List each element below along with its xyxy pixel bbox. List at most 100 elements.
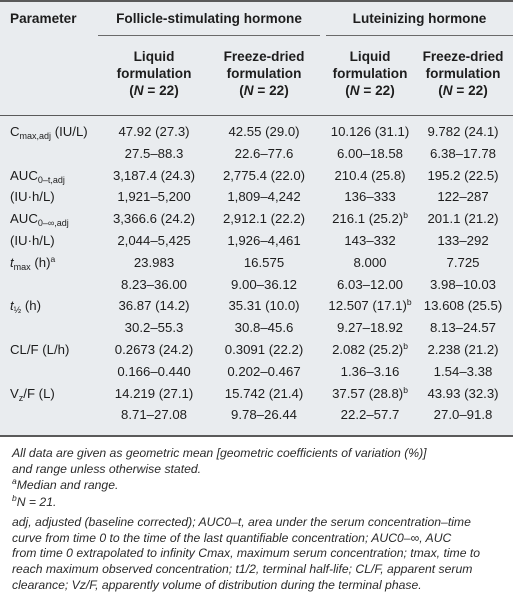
col-lh-liquid-header: Liquid formulation (N = 22) bbox=[320, 48, 420, 99]
cell-lh-fd: 133–292 bbox=[437, 233, 489, 248]
cell-fsh-liquid: 47.92 (27.3) bbox=[118, 124, 190, 139]
cell-fsh-fd: 1,926–4,461 bbox=[227, 233, 301, 248]
cell-fsh-liquid: 0.166–0.440 bbox=[117, 364, 191, 379]
cell-fsh-liquid: 23.983 bbox=[133, 255, 175, 270]
header-lh-group: Luteinizing hormone bbox=[352, 11, 487, 26]
header-fsh-group: Follicle-stimulating hormone bbox=[116, 11, 302, 26]
cell-lh-fd: 13.608 (25.5) bbox=[423, 298, 503, 313]
col-lh-liquid-label-2: formulation bbox=[332, 66, 408, 81]
cell-fsh-liquid: 3,366.6 (24.2) bbox=[112, 211, 196, 226]
cell-lh-liquid: 37.57 (28.8)b bbox=[332, 385, 408, 401]
cell-lh-liquid: 1.36–3.16 bbox=[340, 364, 400, 379]
cell-lh-fd: 8.13–24.57 bbox=[429, 320, 496, 335]
footnote-abbrev: adj, adjusted (baseline corrected); AUC0… bbox=[12, 514, 471, 529]
cell-lh-liquid: 216.1 (25.2)b bbox=[332, 210, 408, 226]
footnote-abbrev-3: from time 0 extrapolated to infinity Cma… bbox=[12, 546, 481, 561]
cell-lh-liquid: 10.126 (31.1) bbox=[330, 124, 410, 139]
cell-fsh-liquid: 0.2673 (24.2) bbox=[114, 342, 194, 357]
cell-fsh-liquid: 2,044–5,425 bbox=[117, 233, 191, 248]
cell-fsh-fd: 35.31 (10.0) bbox=[228, 298, 300, 313]
cell-lh-liquid: 2.082 (25.2)b bbox=[332, 341, 408, 357]
cell-fsh-fd: 9.78–26.44 bbox=[230, 407, 297, 422]
cell-fsh-liquid: 36.87 (14.2) bbox=[118, 298, 190, 313]
footnote-general: All data are given as geometric mean [ge… bbox=[12, 446, 427, 460]
bottom-rule bbox=[0, 435, 513, 437]
col-fsh-fd-n: (N = 22) bbox=[239, 83, 289, 98]
row-parameter: (IU·h/L) bbox=[10, 189, 55, 204]
cell-fsh-liquid: 3,187.4 (24.3) bbox=[112, 168, 196, 183]
row-parameter: Cmax,adj (IU/L) bbox=[10, 124, 88, 141]
fsh-group-rule bbox=[98, 35, 320, 36]
cell-lh-fd: 27.0–91.8 bbox=[433, 407, 493, 422]
cell-lh-fd: 3.98–10.03 bbox=[429, 277, 496, 292]
row-parameter: AUC0–t,adj bbox=[10, 168, 65, 185]
table-footnotes: All data are given as geometric mean [ge… bbox=[0, 446, 513, 594]
col-lh-fd-label: Freeze-dried bbox=[422, 49, 504, 64]
cell-lh-liquid: 9.27–18.92 bbox=[336, 320, 403, 335]
footnote-abbrev-2: curve from time 0 to the time of the las… bbox=[12, 530, 452, 545]
col-fsh-fd-header: Freeze-dried formulation (N = 22) bbox=[208, 48, 320, 99]
cell-fsh-fd: 2,912.1 (22.2) bbox=[222, 211, 306, 226]
cell-fsh-fd: 1,809–4,242 bbox=[227, 189, 301, 204]
footnote-general-2: and range unless otherwise stated. bbox=[12, 461, 202, 476]
col-lh-fd-label-2: formulation bbox=[425, 66, 501, 81]
cell-lh-fd: 7.725 bbox=[446, 255, 480, 270]
cell-fsh-liquid: 8.23–36.00 bbox=[120, 277, 187, 292]
col-lh-fd-n: (N = 22) bbox=[438, 83, 488, 98]
cell-lh-liquid: 6.00–18.58 bbox=[336, 146, 403, 161]
cell-fsh-fd: 42.55 (29.0) bbox=[228, 124, 300, 139]
lh-group-rule bbox=[326, 35, 513, 36]
row-parameter: t½ (h) bbox=[10, 298, 41, 315]
row-parameter: CL/F (L/h) bbox=[10, 342, 70, 357]
row-parameter: AUC0–∞,adj bbox=[10, 211, 69, 228]
cell-lh-liquid: 22.2–57.7 bbox=[340, 407, 400, 422]
cell-lh-liquid: 6.03–12.00 bbox=[336, 277, 403, 292]
cell-fsh-fd: 2,775.4 (22.0) bbox=[222, 168, 306, 183]
cell-fsh-fd: 30.8–45.6 bbox=[234, 320, 294, 335]
cell-fsh-liquid: 14.219 (27.1) bbox=[114, 386, 194, 401]
cell-fsh-liquid: 1,921–5,200 bbox=[117, 189, 191, 204]
top-rule bbox=[0, 0, 513, 2]
cell-lh-fd: 201.1 (21.2) bbox=[427, 211, 499, 226]
col-fsh-fd-label: Freeze-dried bbox=[223, 49, 305, 64]
cell-lh-liquid: 210.4 (25.8) bbox=[334, 168, 406, 183]
footnote-b: bN = 21. bbox=[12, 492, 57, 509]
footnote-a: aMedian and range. bbox=[12, 475, 119, 492]
footnote-abbrev-5: clearance; Vz/F, apparently volume of di… bbox=[12, 578, 422, 593]
cell-lh-fd: 9.782 (24.1) bbox=[427, 124, 499, 139]
col-fsh-liquid-n: (N = 22) bbox=[129, 83, 179, 98]
cell-lh-fd: 195.2 (22.5) bbox=[427, 168, 499, 183]
cell-fsh-liquid: 8.71–27.08 bbox=[120, 407, 187, 422]
cell-fsh-liquid: 27.5–88.3 bbox=[124, 146, 184, 161]
cell-lh-fd: 1.54–3.38 bbox=[433, 364, 493, 379]
cell-lh-fd: 6.38–17.78 bbox=[429, 146, 496, 161]
cell-fsh-liquid: 30.2–55.3 bbox=[124, 320, 184, 335]
col-fsh-liquid-header: Liquid formulation (N = 22) bbox=[98, 48, 210, 99]
col-lh-liquid-label: Liquid bbox=[349, 49, 391, 64]
row-parameter: tmax (h)a bbox=[10, 254, 56, 272]
cell-lh-liquid: 136–333 bbox=[344, 189, 396, 204]
cell-fsh-fd: 16.575 bbox=[243, 255, 285, 270]
header-rule bbox=[0, 115, 513, 116]
col-lh-liquid-n: (N = 22) bbox=[345, 83, 395, 98]
col-lh-fd-header: Freeze-dried formulation (N = 22) bbox=[413, 48, 513, 99]
row-parameter: Vz/F (L) bbox=[10, 386, 55, 403]
cell-lh-fd: 122–287 bbox=[437, 189, 489, 204]
col-fsh-liquid-label-2: formulation bbox=[116, 66, 192, 81]
cell-lh-liquid: 12.507 (17.1)b bbox=[328, 297, 412, 313]
col-fsh-liquid-label: Liquid bbox=[133, 49, 175, 64]
pk-table: Parameter Follicle-stimulating hormone L… bbox=[0, 0, 513, 437]
cell-lh-liquid: 143–332 bbox=[344, 233, 396, 248]
cell-fsh-fd: 22.6–77.6 bbox=[234, 146, 294, 161]
footnote-abbrev-4: reach maximum observed concentration; t1… bbox=[12, 562, 473, 577]
cell-fsh-fd: 15.742 (21.4) bbox=[224, 386, 304, 401]
header-parameter: Parameter bbox=[10, 11, 77, 26]
cell-lh-fd: 2.238 (21.2) bbox=[427, 342, 499, 357]
col-fsh-fd-label-2: formulation bbox=[226, 66, 302, 81]
cell-lh-fd: 43.93 (32.3) bbox=[427, 386, 499, 401]
cell-fsh-fd: 0.3091 (22.2) bbox=[224, 342, 304, 357]
cell-fsh-fd: 0.202–0.467 bbox=[227, 364, 301, 379]
cell-lh-liquid: 8.000 bbox=[353, 255, 387, 270]
row-parameter: (IU·h/L) bbox=[10, 233, 55, 248]
cell-fsh-fd: 9.00–36.12 bbox=[230, 277, 297, 292]
